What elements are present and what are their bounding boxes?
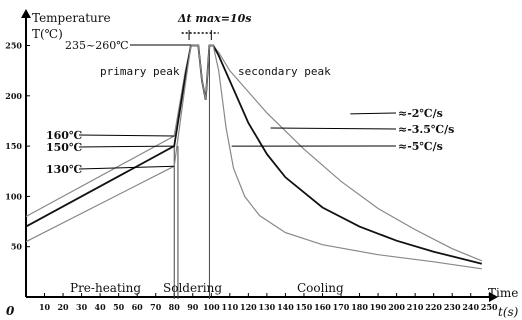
x-tick-label: 230 [444, 302, 461, 312]
x-tick-label: 50 [113, 302, 125, 312]
cooling-rate-leader-1 [350, 112, 397, 115]
guide-lines [173, 45, 210, 300]
primary-peak-label: primary peak [100, 65, 180, 78]
x-tick-label: 250 [481, 302, 498, 312]
y-axis-title: Temperature [32, 11, 111, 25]
x-tick-label: 110 [221, 302, 238, 312]
x-tick-label: 60 [132, 302, 144, 312]
x-axis-unit: t(s) [498, 305, 519, 319]
x-tick-label: 140 [277, 302, 294, 312]
phase-label-cooling: Cooling [297, 281, 344, 295]
series-layer [25, 44, 483, 270]
x-axis-title: Time [488, 286, 518, 300]
x-tick-label: 210 [407, 302, 424, 312]
x-tick-label: 190 [370, 302, 387, 312]
y-tick-label: 150 [5, 141, 22, 151]
x-tick-label: 220 [425, 302, 442, 312]
delta-t-label: Δt max=10s [177, 12, 252, 25]
x-tick-label: 80 [169, 302, 181, 312]
origin-label: 0 [6, 304, 15, 318]
cooling-rate-label-3: ≈-5℃/s [398, 140, 443, 153]
x-tick-label: 40 [95, 302, 107, 312]
t130-label: 130℃ [46, 163, 82, 176]
x-tick-label: 170 [333, 302, 350, 312]
cooling-rate-leader-2 [270, 127, 397, 130]
y-axis-unit: T(℃) [32, 27, 63, 41]
y-tick-label: 250 [5, 41, 22, 51]
x-tick-label: 10 [39, 302, 51, 312]
x-tick-label: 240 [462, 302, 479, 312]
annotation-layer: Δt max=10s 235~260℃ primary peak secondary … [46, 12, 454, 295]
series-line-2 [25, 44, 483, 265]
x-tick-label: 90 [187, 302, 199, 312]
t150-label: 150℃ [46, 141, 82, 154]
cooling-rate-label-1: ≈-2℃/s [398, 107, 443, 120]
phase-label-soldering: Soldering [163, 281, 222, 295]
t130-label-leader [78, 165, 175, 170]
y-tick-label: 50 [11, 242, 23, 252]
axes-layer [21, 9, 498, 302]
t160-label: 160℃ [46, 129, 82, 142]
x-tick-label: 70 [150, 302, 162, 312]
x-tick-label: 20 [57, 302, 69, 312]
x-tick-label: 180 [351, 302, 368, 312]
x-axis-arrow-icon [489, 292, 498, 302]
x-tick-label: 130 [259, 302, 276, 312]
y-axis-arrow-icon [21, 9, 31, 18]
y-tick-label: 200 [5, 91, 22, 101]
y-tick-label: 100 [5, 191, 22, 201]
x-tick-label: 200 [388, 302, 405, 312]
t160-label-leader [78, 134, 175, 137]
phase-label-pre-heating: Pre-heating [70, 281, 141, 295]
x-tick-label: 120 [240, 302, 257, 312]
x-tick-label: 100 [203, 302, 220, 312]
x-tick-label: 160 [314, 302, 331, 312]
cooling-rate-label-2: ≈-3.5℃/s [398, 123, 454, 136]
x-tick-label: 30 [76, 302, 88, 312]
x-tick-label: 150 [296, 302, 313, 312]
t150-label-leader [78, 145, 175, 148]
series-line-3 [25, 44, 482, 270]
peak-range-label: 235~260℃ [65, 39, 129, 52]
tick-layer: 10 20 30 40 50 60 70 80 90 100 110 120 130 140 150 160 1… [5, 41, 498, 313]
secondary-peak-label: secondary peak [238, 65, 331, 78]
